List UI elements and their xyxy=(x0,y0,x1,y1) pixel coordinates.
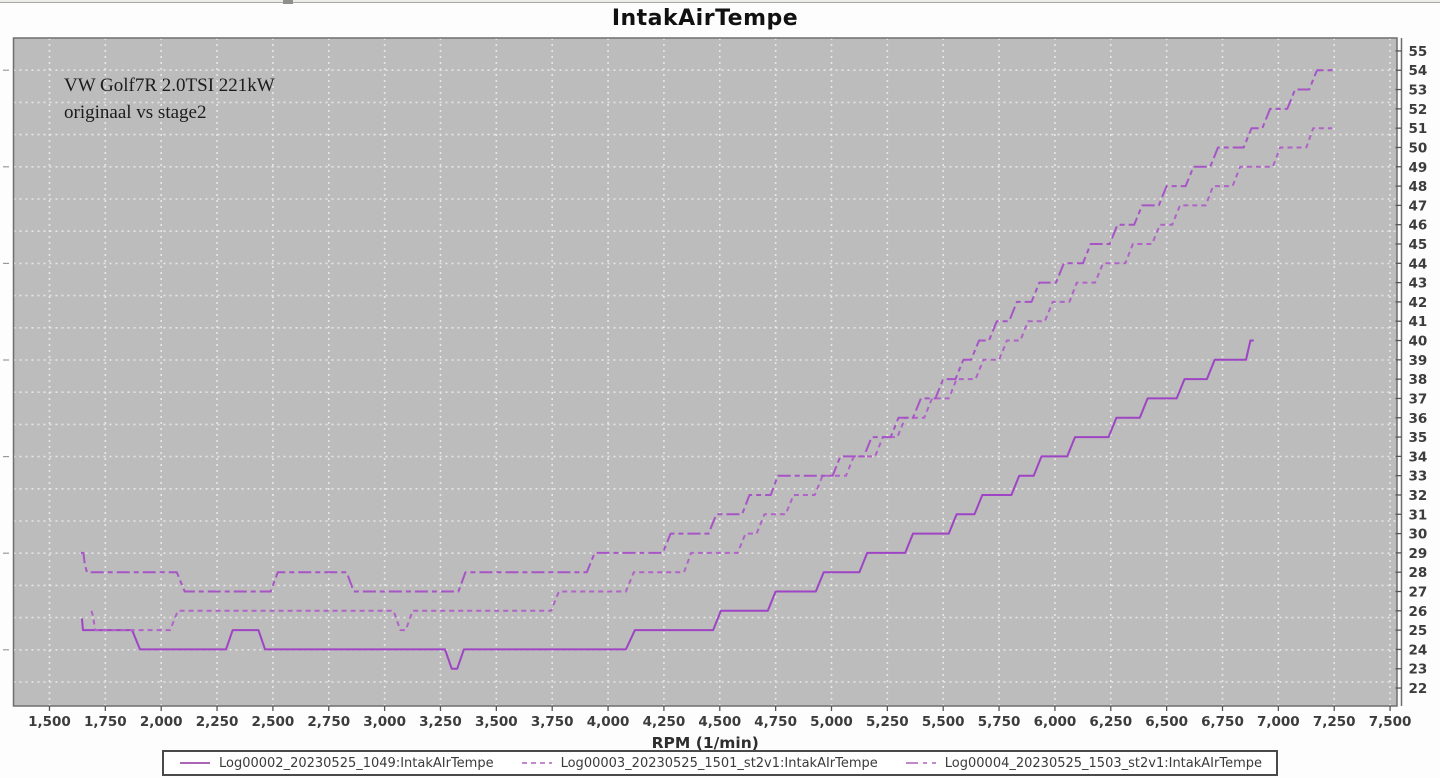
y-tick-label: 48 xyxy=(1409,179,1428,195)
y-tick-label: 41 xyxy=(1409,314,1428,330)
x-tick-label: 5,000 xyxy=(810,714,853,730)
y-tick-label: 35 xyxy=(1409,430,1428,446)
y-tick-label: 45 xyxy=(1409,237,1428,253)
y-tick-label: 53 xyxy=(1409,83,1428,99)
y-tick-label: 34 xyxy=(1409,449,1428,465)
y-tick-label: 43 xyxy=(1409,276,1428,292)
x-tick-label: 7,250 xyxy=(1313,714,1356,730)
x-tick-label: 2,750 xyxy=(307,714,350,730)
y-tick-label: 24 xyxy=(1409,642,1428,658)
y-tick-label: 25 xyxy=(1409,623,1428,639)
y-tick-label: 55 xyxy=(1409,44,1428,60)
x-axis: 1,500 1,750 2,000 2,250 2,500 2,750 3,000 3,250… xyxy=(28,706,1411,750)
y-tick-label: 26 xyxy=(1409,604,1428,620)
x-tick-label: 3,500 xyxy=(475,714,518,730)
x-tick-label: 5,500 xyxy=(922,714,965,730)
x-tick-label: 5,750 xyxy=(978,714,1021,730)
y-tick-label: 33 xyxy=(1409,469,1428,485)
plot-panel xyxy=(13,38,1397,706)
legend-box: Log00002_20230525_1049:IntakAIrTempe Log… xyxy=(162,750,1278,776)
x-tick-label: 1,500 xyxy=(28,714,71,730)
y-tick-label: 27 xyxy=(1409,585,1428,601)
x-tick-label: 2,000 xyxy=(140,714,183,730)
y-tick-label: 31 xyxy=(1409,507,1428,523)
x-tick-label: 3,750 xyxy=(531,714,574,730)
x-tick-label: 6,000 xyxy=(1034,714,1077,730)
x-tick-label: 5,250 xyxy=(866,714,909,730)
right-y-axis: 22 23 24 25 26 27 28 29 30 31 32 33 34 35 36 37 38 39 40 41… xyxy=(1395,38,1428,706)
chart-title: IntakAirTempe xyxy=(611,6,799,31)
y-tick-label: 40 xyxy=(1409,334,1428,350)
x-tick-label: 4,500 xyxy=(698,714,741,730)
y-tick-label: 42 xyxy=(1409,295,1428,311)
x-tick-label: 6,750 xyxy=(1201,714,1244,730)
x-tick-label: 2,500 xyxy=(252,714,295,730)
series-line-2 xyxy=(80,69,1335,593)
x-tick-label: 4,750 xyxy=(754,714,797,730)
y-tick-label: 36 xyxy=(1409,411,1428,427)
y-tick-label: 32 xyxy=(1409,488,1428,504)
y-tick-label: 47 xyxy=(1409,198,1428,214)
x-tick-label: 3,250 xyxy=(419,714,462,730)
legend-swatch-dashed-icon xyxy=(521,762,552,764)
x-tick-label: 1,750 xyxy=(84,714,127,730)
legend-label: Log00002_20230525_1049:IntakAIrTempe xyxy=(219,755,494,771)
legend-label: Log00003_20230525_1501_st2v1:IntakAIrTem… xyxy=(560,755,878,771)
y-tick-label: 30 xyxy=(1409,527,1428,543)
y-tick-label: 39 xyxy=(1409,353,1428,369)
x-tick-label: 3,000 xyxy=(363,714,406,730)
plot-area[interactable]: 22 23 24 25 26 27 28 29 30 31 32 33 34 35 36 37 38 39 40 41… xyxy=(0,0,1440,750)
legend-swatch-solid-icon xyxy=(180,762,210,764)
x-tick-label: 4,250 xyxy=(643,714,686,730)
x-tick-label: 2,250 xyxy=(196,714,239,730)
x-tick-label: 6,250 xyxy=(1089,714,1132,730)
left-axis-remnant xyxy=(3,69,9,651)
x-axis-title: RPM (1/min) xyxy=(652,734,759,750)
legend-item-log00003[interactable]: Log00003_20230525_1501_st2v1:IntakAIrTem… xyxy=(520,756,878,771)
y-tick-label: 50 xyxy=(1409,140,1428,156)
legend-swatch-dashdot-icon xyxy=(905,762,936,764)
gridlines xyxy=(13,38,1397,706)
y-tick-label: 52 xyxy=(1409,102,1428,118)
y-tick-label: 46 xyxy=(1409,218,1428,234)
y-tick-label: 23 xyxy=(1409,662,1428,678)
annotation-line-1: VW Golf7R 2.0TSI 221kW xyxy=(64,75,275,96)
legend-label: Log00004_20230525_1503_st2v1:IntakAIrTem… xyxy=(944,755,1262,771)
y-tick-label: 44 xyxy=(1409,256,1428,272)
x-tick-label: 7,000 xyxy=(1257,714,1300,730)
y-tick-label: 38 xyxy=(1409,372,1428,388)
y-tick-label: 28 xyxy=(1409,565,1428,581)
series-line-1 xyxy=(90,127,1332,632)
y-tick-label: 22 xyxy=(1409,681,1428,697)
window-edge-remnant xyxy=(0,0,1440,4)
series-line-0 xyxy=(80,339,1254,670)
x-tick-label: 7,500 xyxy=(1369,714,1412,730)
x-tick-label: 4,000 xyxy=(587,714,630,730)
x-tick-label: 6,500 xyxy=(1145,714,1188,730)
y-tick-label: 49 xyxy=(1409,160,1428,176)
y-tick-label: 54 xyxy=(1409,63,1428,79)
legend-item-log00004[interactable]: Log00004_20230525_1503_st2v1:IntakAIrTem… xyxy=(904,756,1262,771)
y-tick-label: 29 xyxy=(1409,546,1428,562)
y-tick-label: 51 xyxy=(1409,121,1428,137)
annotation-line-2: originaal vs stage2 xyxy=(64,102,207,123)
chart-annotation: VW Golf7R 2.0TSI 221kW originaal vs stag… xyxy=(64,72,275,126)
window-edge-notch xyxy=(283,0,293,4)
legend-item-log00002[interactable]: Log00002_20230525_1049:IntakAIrTempe xyxy=(178,756,494,771)
plot-border xyxy=(12,37,1398,707)
y-tick-label: 37 xyxy=(1409,391,1428,407)
legend: Log00002_20230525_1049:IntakAIrTempe Log… xyxy=(0,750,1440,776)
